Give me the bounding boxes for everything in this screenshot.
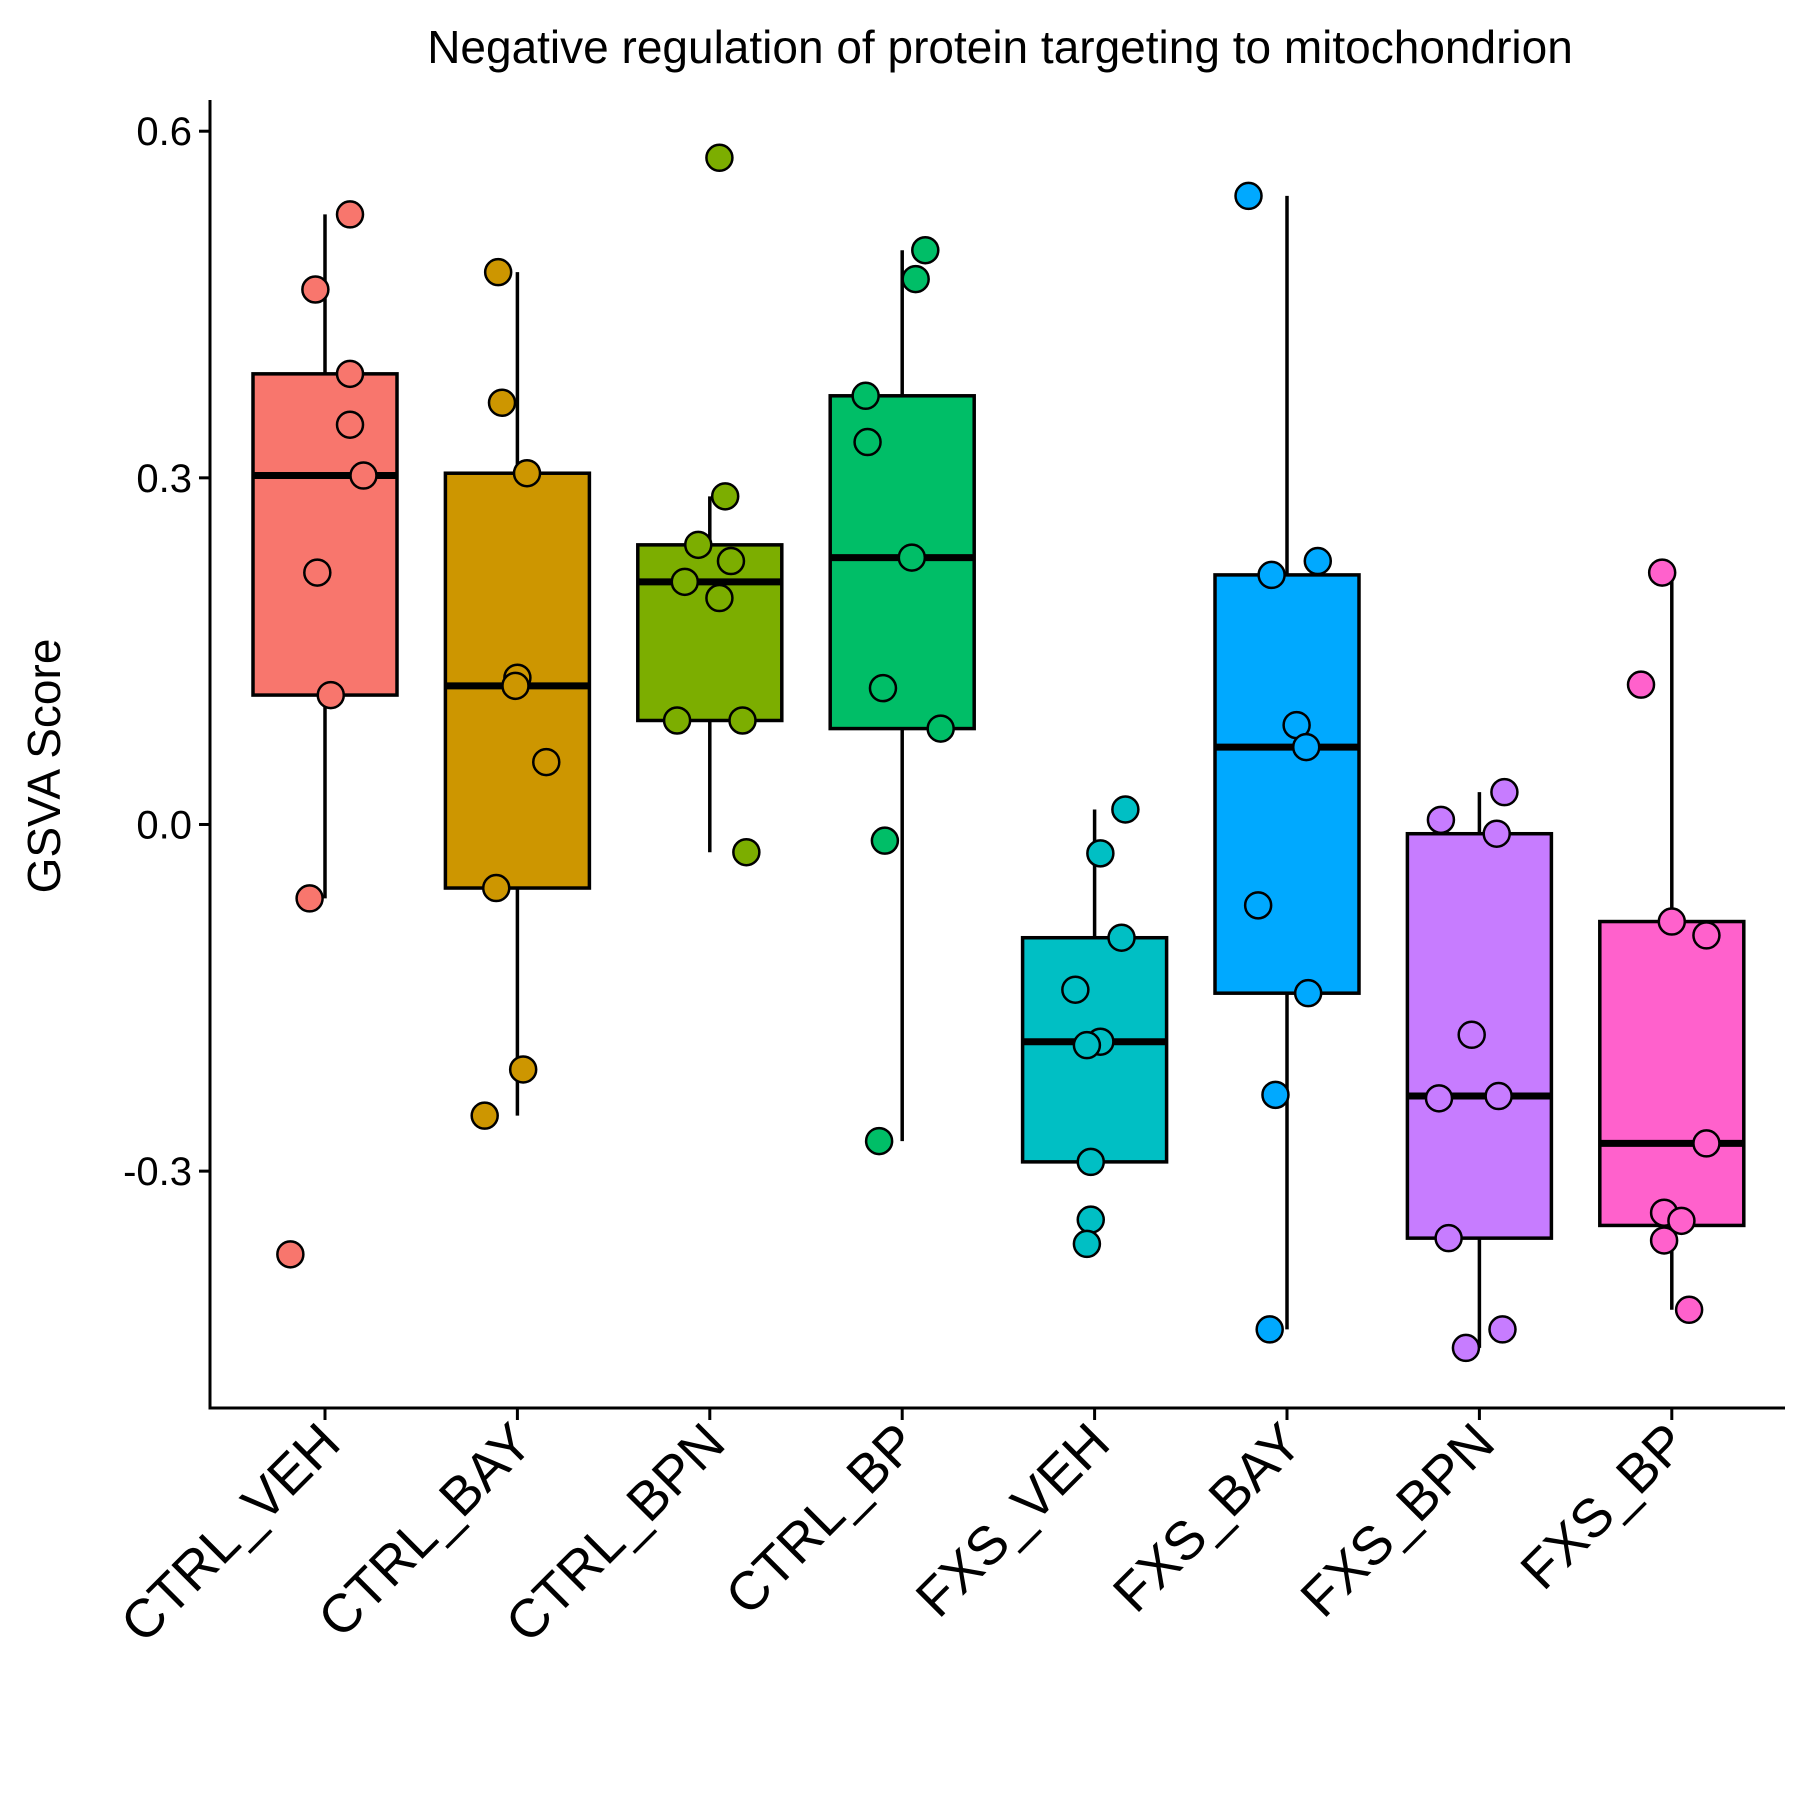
x-tick-label: CTRL_BP — [714, 1412, 928, 1626]
data-point-ctrl-bp — [868, 673, 898, 703]
data-point-ctrl-veh — [316, 680, 346, 710]
x-tick-label: FXS_BPN — [1289, 1412, 1505, 1628]
data-point-ctrl-bp — [851, 381, 880, 411]
data-point-ctrl-bay — [481, 873, 511, 903]
data-point-ctrl-bp — [897, 543, 927, 572]
group-ctrl-bpn — [636, 143, 784, 867]
box-fxs-bay — [1213, 573, 1361, 995]
data-point-fxs-bay — [1293, 978, 1323, 1008]
data-point-fxs-bay — [1234, 181, 1263, 211]
data-point-ctrl-bay — [501, 671, 530, 701]
data-point-fxs-bay — [1243, 891, 1273, 920]
box-fxs-bp — [1598, 919, 1746, 1228]
data-point-ctrl-bpn — [705, 583, 734, 613]
data-point-ctrl-veh — [301, 275, 330, 304]
data-point-fxs-bp — [1649, 1226, 1679, 1255]
data-point-fxs-bpn — [1488, 1315, 1517, 1344]
data-point-fxs-bay — [1257, 560, 1286, 590]
data-point-ctrl-bay — [532, 747, 561, 777]
data-point-ctrl-veh — [335, 200, 365, 229]
x-tick-label: FXS_BP — [1509, 1412, 1698, 1601]
group-ctrl-bp — [828, 235, 976, 1156]
data-point-fxs-veh — [1072, 1030, 1102, 1060]
data-point-fxs-bp — [1626, 670, 1656, 699]
group-fxs-bay — [1213, 181, 1361, 1344]
data-point-fxs-bay — [1255, 1315, 1284, 1344]
data-point-ctrl-bp — [870, 826, 900, 855]
data-point-fxs-bay — [1291, 732, 1321, 762]
data-point-fxs-bp — [1667, 1206, 1696, 1236]
x-tick-label: FXS_VEH — [905, 1412, 1121, 1628]
data-point-fxs-bay — [1261, 1080, 1290, 1110]
data-point-ctrl-bp — [864, 1126, 894, 1156]
y-tick-label: 0.3 — [136, 457, 192, 501]
data-point-fxs-bpn — [1426, 805, 1456, 835]
data-point-fxs-bp — [1647, 558, 1677, 587]
y-tick-label: -0.3 — [123, 1150, 192, 1194]
data-point-ctrl-veh — [295, 884, 324, 913]
box-ctrl-veh — [251, 372, 399, 697]
data-point-ctrl-veh — [303, 558, 332, 587]
x-tick-label: CTRL_VEH — [110, 1412, 352, 1654]
data-point-fxs-veh — [1061, 975, 1090, 1004]
data-point-ctrl-bp — [853, 427, 882, 457]
data-point-fxs-veh — [1076, 1147, 1106, 1177]
data-point-fxs-bp — [1692, 1129, 1721, 1158]
data-point-fxs-bpn — [1451, 1333, 1481, 1363]
data-point-ctrl-bpn — [662, 706, 692, 735]
data-point-ctrl-veh — [349, 461, 378, 490]
data-point-ctrl-bpn — [705, 143, 734, 173]
data-point-fxs-bpn — [1457, 1020, 1486, 1050]
y-axis-label: GSVA Score — [18, 639, 70, 894]
data-point-ctrl-bp — [926, 714, 955, 743]
x-tick-label: FXS_BAY — [1102, 1412, 1314, 1624]
data-point-ctrl-veh — [335, 410, 365, 439]
data-point-ctrl-bp — [901, 264, 930, 294]
data-point-ctrl-veh — [335, 359, 365, 389]
data-point-fxs-veh — [1107, 923, 1136, 952]
data-point-fxs-bp — [1692, 921, 1721, 950]
group-ctrl-bay — [443, 257, 592, 1130]
data-point-fxs-bpn — [1484, 1081, 1513, 1111]
data-point-ctrl-bpn — [710, 482, 740, 511]
y-tick-label: 0.0 — [136, 803, 192, 847]
data-point-fxs-bpn — [1424, 1084, 1454, 1113]
data-point-ctrl-bp — [911, 235, 940, 265]
data-point-fxs-bpn — [1482, 819, 1511, 848]
data-point-ctrl-bay — [512, 458, 542, 488]
data-point-fxs-veh — [1072, 1229, 1102, 1259]
data-point-fxs-veh — [1076, 1205, 1106, 1234]
data-point-ctrl-veh — [276, 1240, 305, 1269]
data-point-fxs-bay — [1303, 546, 1333, 576]
data-point-ctrl-bpn — [732, 837, 761, 867]
data-point-ctrl-bpn — [728, 706, 757, 735]
y-tick-label: 0.6 — [136, 110, 192, 154]
data-point-ctrl-bpn — [670, 567, 700, 597]
data-point-ctrl-bay — [483, 257, 513, 287]
group-fxs-veh — [1020, 795, 1169, 1259]
data-point-fxs-bp — [1674, 1295, 1704, 1325]
data-point-fxs-veh — [1086, 839, 1115, 868]
data-point-fxs-veh — [1111, 795, 1140, 824]
group-ctrl-veh — [251, 200, 399, 1269]
data-point-fxs-bp — [1657, 907, 1687, 936]
group-fxs-bp — [1598, 558, 1746, 1325]
data-point-fxs-bpn — [1434, 1223, 1463, 1253]
data-point-ctrl-bpn — [716, 546, 746, 576]
data-point-ctrl-bpn — [684, 530, 713, 560]
plot-area — [251, 143, 1746, 1363]
chart-title: Negative regulation of protein targeting… — [427, 21, 1573, 73]
data-point-fxs-bpn — [1490, 777, 1519, 807]
box-ctrl-bpn — [636, 543, 784, 723]
data-point-ctrl-bay — [508, 1055, 538, 1084]
group-fxs-bpn — [1405, 777, 1554, 1363]
data-point-ctrl-bay — [487, 388, 517, 417]
data-point-ctrl-bay — [470, 1101, 499, 1130]
